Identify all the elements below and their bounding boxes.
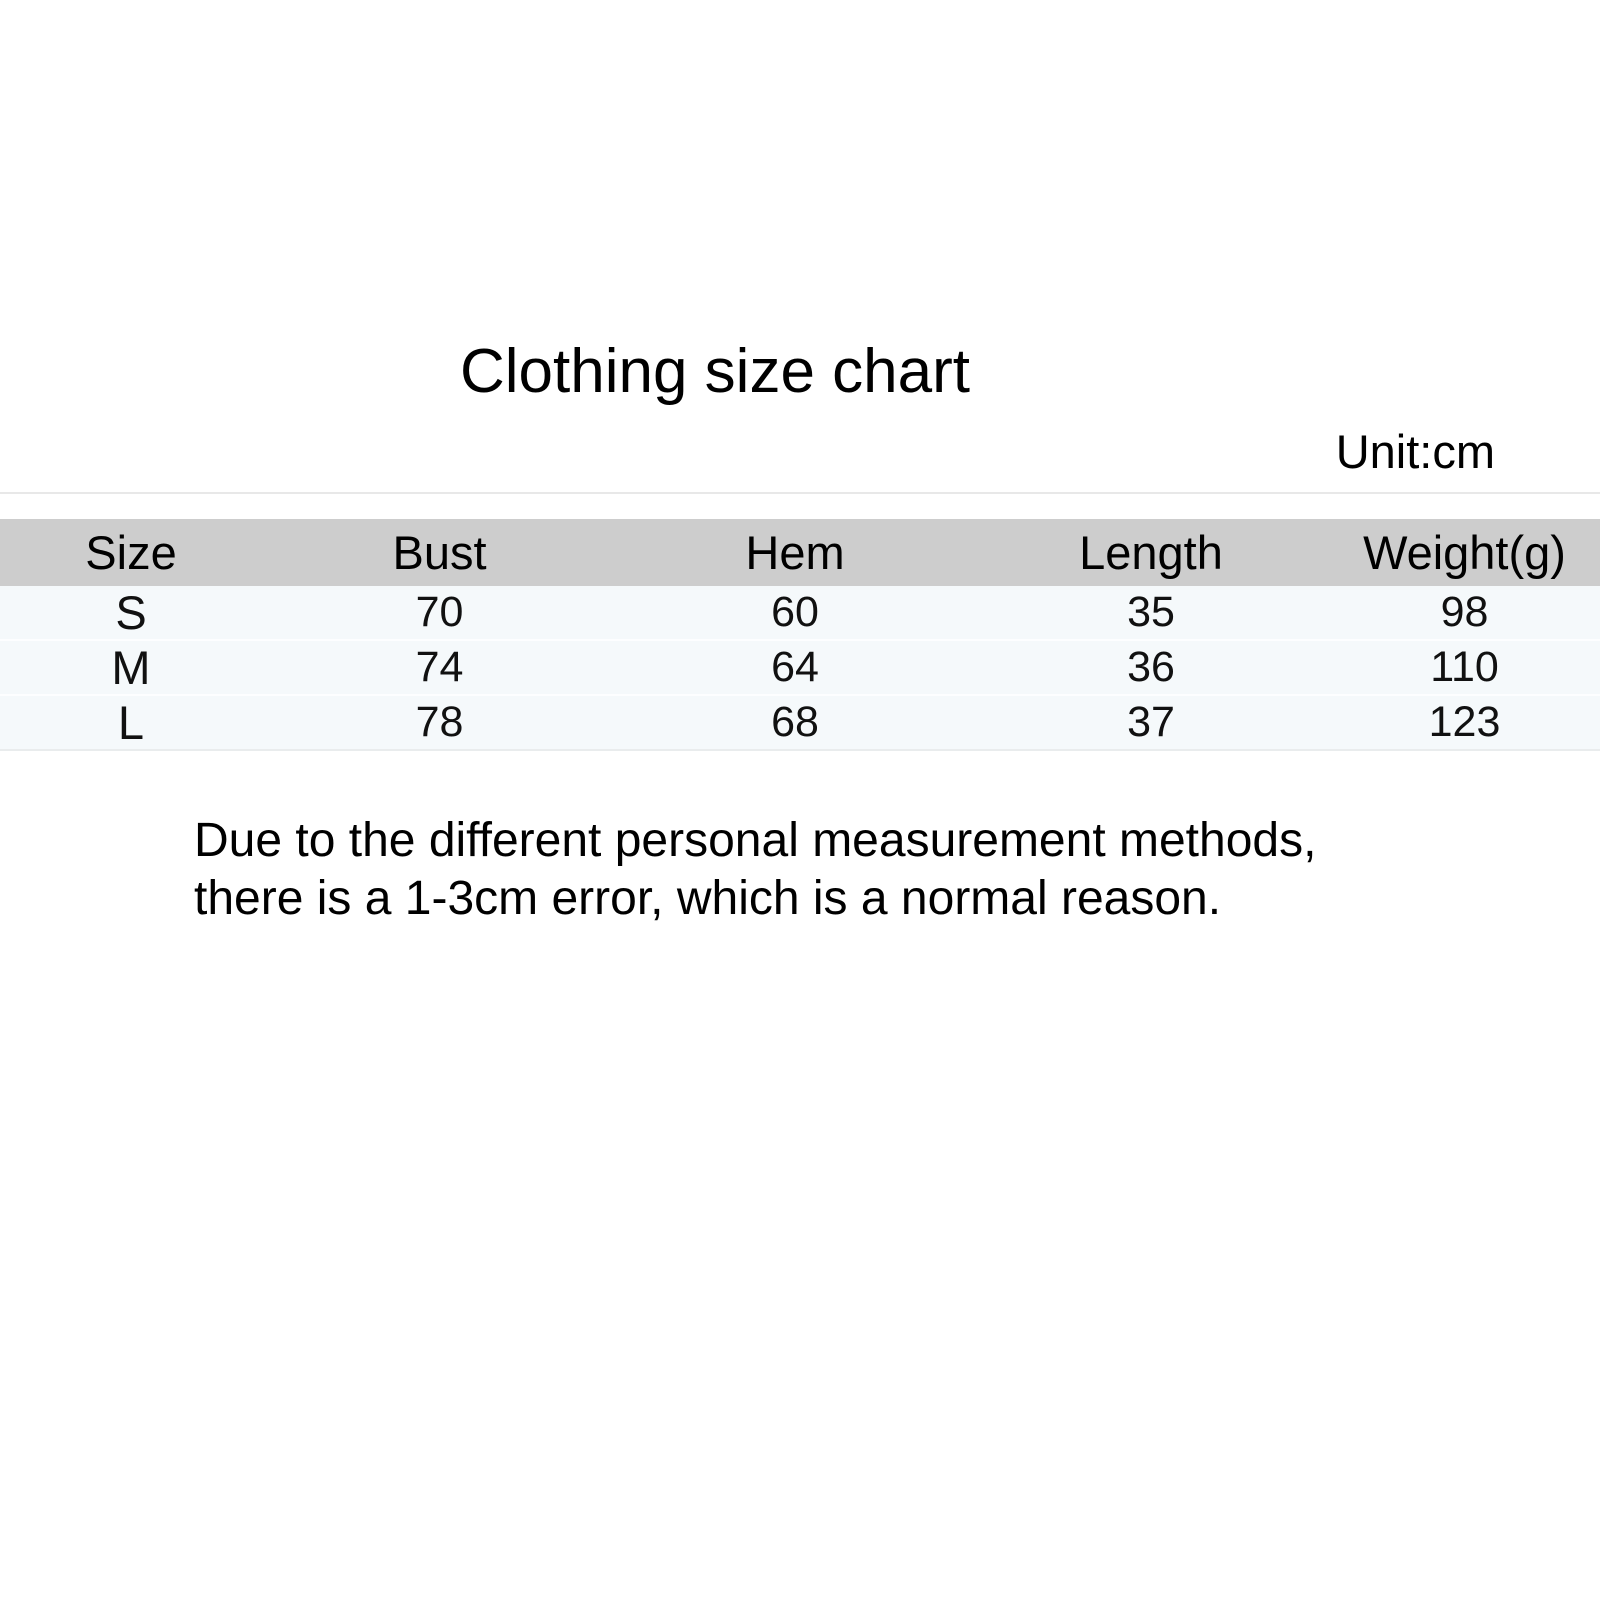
table-head-spacer	[0, 493, 1600, 519]
cell-length: 35	[973, 586, 1329, 641]
cell-length: 36	[973, 640, 1329, 696]
column-header-bust: Bust	[262, 519, 617, 586]
cell-hem: 68	[617, 695, 973, 750]
column-header-weight: Weight(g)	[1329, 519, 1600, 586]
cell-weight: 110	[1329, 640, 1600, 696]
cell-bust: 78	[262, 695, 617, 750]
cell-length: 37	[973, 695, 1329, 750]
unit-label: Unit:cm	[1335, 425, 1495, 478]
size-table-container: Size Bust Hem Length Weight(g) S 70 60 3…	[0, 492, 1600, 751]
page-title: Clothing size chart	[459, 337, 971, 406]
cell-hem: 60	[617, 586, 973, 641]
cell-hem: 64	[617, 640, 973, 696]
size-table: Size Bust Hem Length Weight(g) S 70 60 3…	[0, 492, 1600, 751]
table-header-row: Size Bust Hem Length Weight(g)	[0, 519, 1600, 586]
measurement-disclaimer-note: Due to the different personal measuremen…	[194, 814, 1317, 925]
column-header-hem: Hem	[617, 519, 973, 586]
table-row: S 70 60 35 98	[0, 586, 1600, 641]
table-row: M 74 64 36 110	[0, 640, 1600, 696]
table-head: Size Bust Hem Length Weight(g)	[0, 493, 1600, 586]
cell-size: S	[0, 586, 262, 641]
column-header-length: Length	[973, 519, 1329, 586]
table-row: L 78 68 37 123	[0, 695, 1600, 750]
cell-bust: 70	[262, 586, 617, 641]
cell-bust: 74	[262, 640, 617, 696]
column-header-size: Size	[0, 519, 262, 586]
table-body: S 70 60 35 98 M 74 64 36 110 L 78 68	[0, 586, 1600, 750]
cell-size: L	[0, 695, 262, 750]
cell-weight: 123	[1329, 695, 1600, 750]
cell-weight: 98	[1329, 586, 1600, 641]
cell-size: M	[0, 640, 262, 696]
